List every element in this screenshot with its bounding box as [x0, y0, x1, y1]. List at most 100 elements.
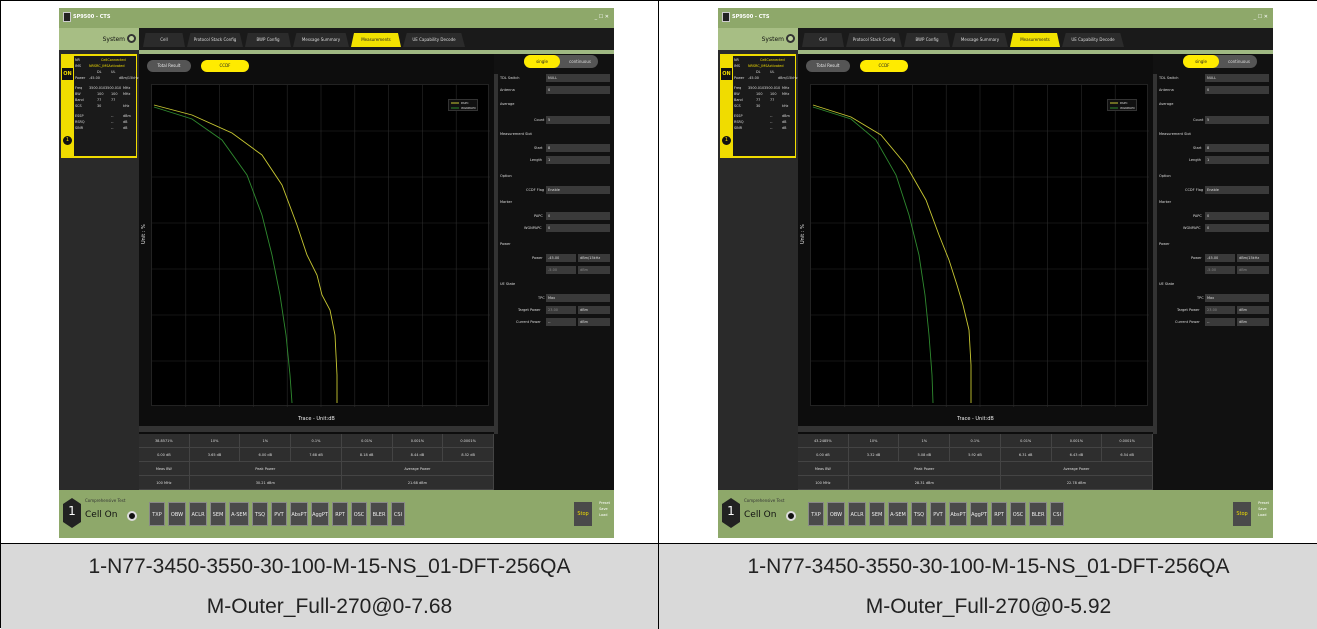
power2-input[interactable]: -5.00: [546, 266, 576, 274]
window-controls[interactable]: _ ☐ ✕: [594, 14, 609, 20]
single-continuous-toggle[interactable]: single continuous: [524, 55, 598, 68]
meas-button-sem[interactable]: SEM: [869, 502, 885, 526]
meas-button-bler[interactable]: BLER: [1029, 502, 1047, 526]
ccdf-flag-select[interactable]: Enable: [546, 186, 610, 194]
meas-button-csi[interactable]: CSI: [391, 502, 405, 526]
antenna-select[interactable]: 0: [1205, 86, 1269, 94]
power-input[interactable]: -45.00: [546, 254, 576, 262]
meas-button-pvt[interactable]: PVT: [271, 502, 287, 526]
tab-protocol-stack-config[interactable]: Protocol Stack Config: [846, 33, 902, 47]
tdl-switch-select[interactable]: NULL: [1205, 74, 1269, 82]
tpc-select[interactable]: Max: [546, 294, 610, 302]
system-bar[interactable]: System: [59, 28, 139, 50]
papc-marker-input[interactable]: 0: [1205, 212, 1269, 220]
start-input[interactable]: 8: [1205, 144, 1269, 152]
meas-button-tsq[interactable]: TSQ: [911, 502, 927, 526]
meas-button-osc[interactable]: OSC: [351, 502, 367, 526]
length-input[interactable]: 1: [546, 156, 610, 164]
ccdf-plot[interactable]: PAPC WGNPAPC: [810, 84, 1149, 407]
meas-button-aclr[interactable]: ACLR: [848, 502, 866, 526]
tdl-switch-select[interactable]: NULL: [546, 74, 610, 82]
meas-button-abspt[interactable]: AbsPT: [949, 502, 967, 526]
meas-button-bler[interactable]: BLER: [370, 502, 388, 526]
wgnpapc-marker-input[interactable]: 0: [546, 224, 610, 232]
tab-bwp-config[interactable]: BWP Config: [904, 33, 950, 47]
preset-link[interactable]: Preset: [599, 501, 610, 505]
power-unit-select[interactable]: dBm/15kHz: [1237, 254, 1269, 262]
antenna-select[interactable]: 0: [546, 86, 610, 94]
horizontal-scrollbar[interactable]: [139, 426, 494, 432]
count-input[interactable]: 5: [1205, 116, 1269, 124]
tab-message-summary[interactable]: Message Summary: [293, 33, 349, 47]
power-input[interactable]: -45.00: [1205, 254, 1235, 262]
tab-ue-capability-decode[interactable]: UE Capability Decode: [403, 33, 465, 47]
horizontal-scrollbar[interactable]: [798, 426, 1153, 432]
target-power-input[interactable]: 23.00: [546, 306, 576, 314]
save-link[interactable]: Save: [599, 507, 608, 511]
meas-button-obw[interactable]: OBW: [827, 502, 845, 526]
continuous-option[interactable]: continuous: [569, 59, 591, 64]
cell-on-toggle-icon[interactable]: [127, 511, 137, 521]
tab-measurements[interactable]: Measurements: [351, 33, 401, 47]
window-controls[interactable]: _ ☐ ✕: [1253, 14, 1268, 20]
cell-hex-badge[interactable]: 1: [722, 498, 740, 528]
cell-on-toggle-icon[interactable]: [786, 511, 796, 521]
papc-marker-input[interactable]: 0: [546, 212, 610, 220]
wgnpapc-marker-input[interactable]: 0: [1205, 224, 1269, 232]
tpc-select[interactable]: Max: [1205, 294, 1269, 302]
settings-scrollbar[interactable]: [494, 74, 498, 434]
cell-info-card[interactable]: ON 1 NR CellConnected IMS NRSRC_IMSActivat…: [61, 54, 139, 158]
power-unit-select[interactable]: dBm/15kHz: [578, 254, 610, 262]
cell-info-card[interactable]: ON 1 NR CellConnected IMS NRSRC_IMSActivat…: [720, 54, 798, 158]
meas-button-sem[interactable]: SEM: [210, 502, 226, 526]
preset-link[interactable]: Preset: [1258, 501, 1269, 505]
meas-button-csi[interactable]: CSI: [1050, 502, 1064, 526]
tab-message-summary[interactable]: Message Summary: [952, 33, 1008, 47]
meas-button-txp[interactable]: TXP: [808, 502, 824, 526]
cell-hex-badge[interactable]: 1: [63, 498, 81, 528]
save-link[interactable]: Save: [1258, 507, 1267, 511]
continuous-option[interactable]: continuous: [1228, 59, 1250, 64]
meas-button-obw[interactable]: OBW: [168, 502, 186, 526]
meas-button-txp[interactable]: TXP: [149, 502, 165, 526]
tab-bwp-config[interactable]: BWP Config: [245, 33, 291, 47]
target-power-input[interactable]: 23.00: [1205, 306, 1235, 314]
tab-ue-capability-decode[interactable]: UE Capability Decode: [1062, 33, 1124, 47]
length-input[interactable]: 1: [1205, 156, 1269, 164]
count-input[interactable]: 5: [546, 116, 610, 124]
total-result-button[interactable]: Total Result: [806, 60, 850, 72]
meas-button-aggpt[interactable]: AggPT: [970, 502, 988, 526]
tab-measurements[interactable]: Measurements: [1010, 33, 1060, 47]
ccdf-button[interactable]: CCDF: [860, 60, 908, 72]
meas-button-abspt[interactable]: AbsPT: [290, 502, 308, 526]
load-link[interactable]: Load: [599, 513, 608, 517]
meas-button-osc[interactable]: OSC: [1010, 502, 1026, 526]
meas-button-tsq[interactable]: TSQ: [252, 502, 268, 526]
stop-button[interactable]: Stop: [574, 502, 592, 526]
meas-button-rpt[interactable]: RPT: [332, 502, 348, 526]
total-result-button[interactable]: Total Result: [147, 60, 191, 72]
meas-button-aggpt[interactable]: AggPT: [311, 502, 329, 526]
meas-button-pvt[interactable]: PVT: [930, 502, 946, 526]
load-link[interactable]: Load: [1258, 513, 1267, 517]
gear-icon[interactable]: [786, 34, 795, 43]
tab-cell[interactable]: Cell: [802, 33, 844, 47]
meas-button-rpt[interactable]: RPT: [991, 502, 1007, 526]
stop-button[interactable]: Stop: [1233, 502, 1251, 526]
ccdf-flag-select[interactable]: Enable: [1205, 186, 1269, 194]
power2-input[interactable]: -5.00: [1205, 266, 1235, 274]
tab-cell[interactable]: Cell: [143, 33, 185, 47]
ccdf-button[interactable]: CCDF: [201, 60, 249, 72]
system-bar[interactable]: System: [718, 28, 798, 50]
meas-button-aclr[interactable]: ACLR: [189, 502, 207, 526]
start-input[interactable]: 8: [546, 144, 610, 152]
meas-button-a-sem[interactable]: A-SEM: [888, 502, 908, 526]
gear-icon[interactable]: [127, 34, 136, 43]
ccdf-plot[interactable]: PAPC WGNPAPC: [151, 84, 490, 407]
meas-button-a-sem[interactable]: A-SEM: [229, 502, 249, 526]
single-continuous-toggle[interactable]: single continuous: [1183, 55, 1257, 68]
settings-scrollbar[interactable]: [1153, 74, 1157, 434]
tab-protocol-stack-config[interactable]: Protocol Stack Config: [187, 33, 243, 47]
single-option[interactable]: single: [524, 55, 560, 68]
single-option[interactable]: single: [1183, 55, 1219, 68]
